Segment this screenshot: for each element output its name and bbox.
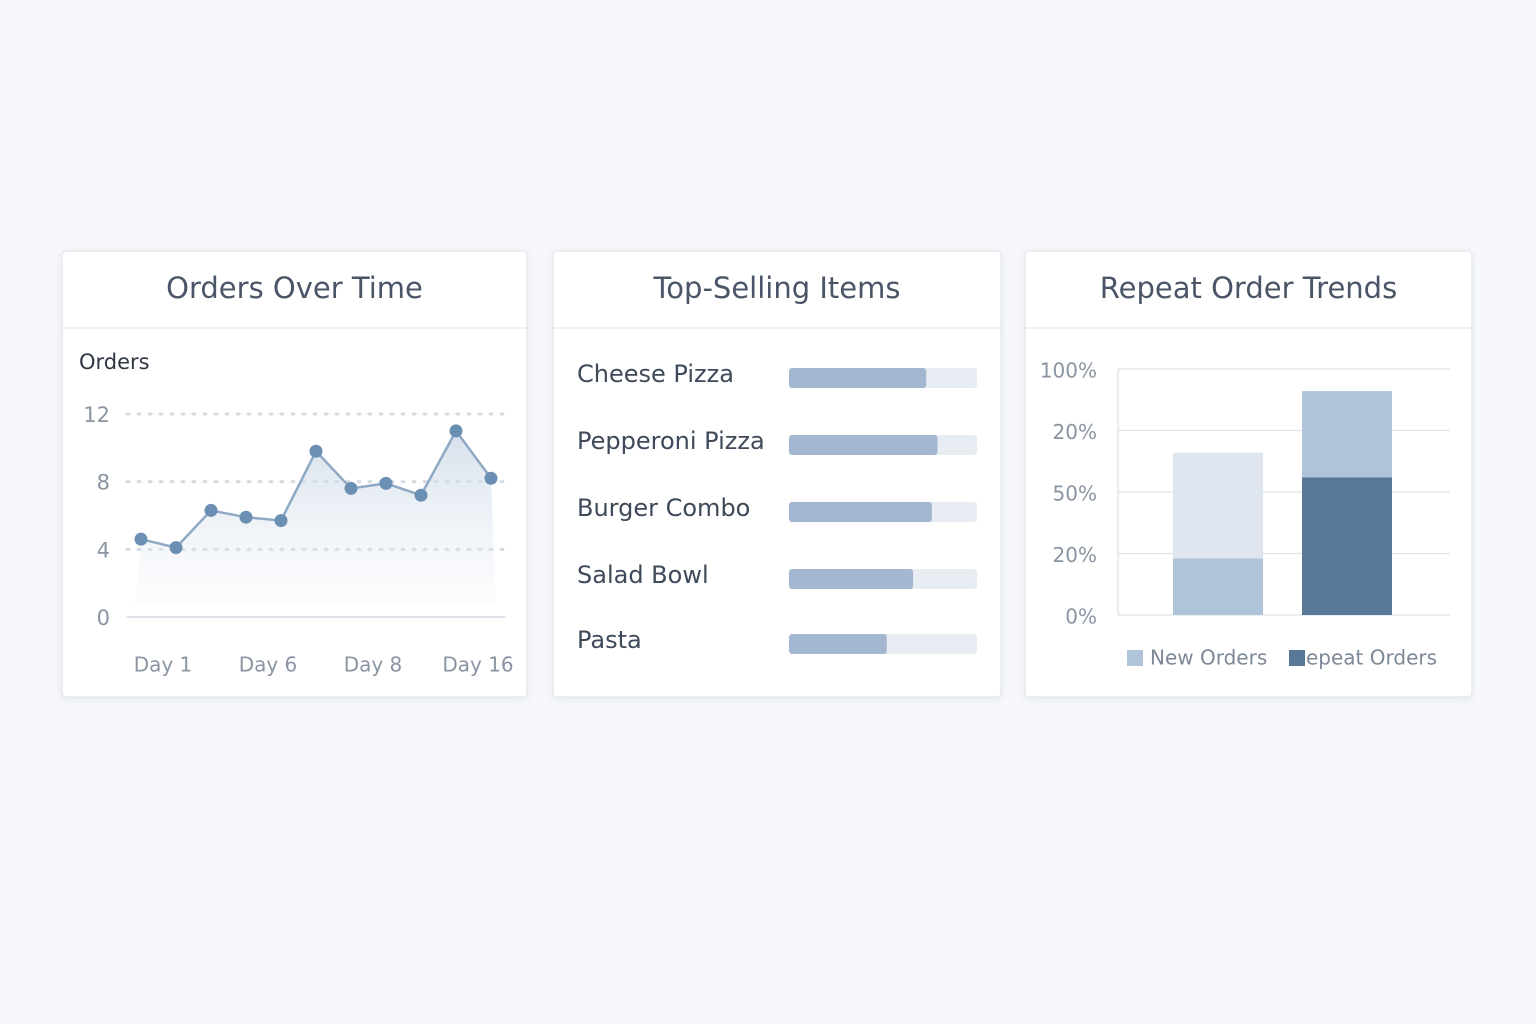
x-tick-label: Day 16 bbox=[442, 653, 513, 677]
legend-label: epeat Orders bbox=[1306, 646, 1437, 670]
point bbox=[134, 532, 148, 546]
y-tick-label: 12 bbox=[83, 403, 110, 427]
bar bbox=[789, 435, 938, 455]
y-tick-label: 20% bbox=[1053, 543, 1097, 567]
chart-title: Repeat Order Trends bbox=[1100, 271, 1397, 305]
bar-segment bbox=[1173, 452, 1263, 559]
y-tick-label: 50% bbox=[1053, 482, 1097, 506]
y-tick-label: 8 bbox=[97, 471, 110, 495]
bar-segment bbox=[1173, 558, 1263, 615]
y-tick-label: 20% bbox=[1053, 420, 1097, 444]
point bbox=[274, 514, 288, 528]
item-label: Pasta bbox=[577, 626, 642, 654]
point bbox=[239, 510, 253, 524]
y-tick-label: 0 bbox=[97, 606, 110, 630]
chart-title: Top-Selling Items bbox=[653, 271, 901, 305]
bar-segment bbox=[1302, 477, 1392, 615]
bar bbox=[789, 634, 887, 654]
chart-title: Orders Over Time bbox=[166, 271, 423, 305]
y-tick-label: 4 bbox=[97, 538, 110, 562]
item-label: Burger Combo bbox=[577, 494, 750, 522]
item-label: Salad Bowl bbox=[577, 561, 709, 589]
point bbox=[169, 541, 183, 555]
area bbox=[135, 430, 496, 605]
bar-segment bbox=[1302, 391, 1392, 478]
point bbox=[484, 471, 498, 485]
point bbox=[449, 424, 463, 438]
legend-label: New Orders bbox=[1150, 646, 1267, 670]
bar bbox=[789, 368, 927, 388]
bar bbox=[789, 502, 932, 522]
point bbox=[344, 481, 358, 495]
x-tick-label: Day 6 bbox=[239, 653, 298, 677]
item-label: Pepperoni Pizza bbox=[577, 427, 765, 455]
axis-label: Orders bbox=[79, 350, 150, 374]
y-tick-label: 0% bbox=[1065, 605, 1097, 629]
x-tick-label: Day 8 bbox=[344, 653, 403, 677]
y-tick-label: 100% bbox=[1040, 359, 1097, 383]
point bbox=[204, 503, 218, 517]
legend-swatch bbox=[1289, 650, 1305, 666]
legend-swatch bbox=[1127, 650, 1143, 666]
point bbox=[379, 476, 393, 490]
point bbox=[414, 488, 428, 502]
item-label: Cheese Pizza bbox=[577, 360, 734, 388]
point bbox=[309, 444, 323, 458]
x-tick-label: Day 1 bbox=[134, 653, 193, 677]
bar bbox=[789, 569, 914, 589]
